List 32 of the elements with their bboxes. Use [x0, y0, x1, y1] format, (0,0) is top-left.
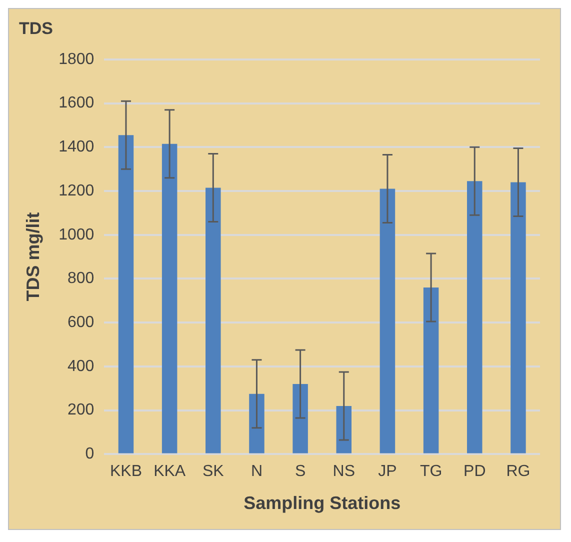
x-tick-label: SK	[202, 463, 224, 480]
bar	[162, 144, 178, 454]
x-axis-title: Sampling Stations	[244, 493, 401, 514]
bar	[249, 394, 264, 454]
x-tick-label: S	[294, 463, 306, 480]
chart-title: TDS	[19, 18, 53, 38]
y-tick-label: 400	[67, 358, 94, 375]
bar	[467, 181, 482, 454]
x-tick-label: JP	[378, 463, 397, 480]
y-tick-label: 1000	[58, 226, 94, 244]
y-tick-label: 1800	[58, 50, 94, 68]
bar	[510, 182, 526, 454]
y-tick-label: 800	[67, 270, 94, 288]
bar	[206, 188, 221, 454]
x-tick-label: TG	[420, 463, 442, 480]
x-tick-label: KKB	[110, 463, 142, 480]
y-tick-label: 1600	[58, 94, 94, 112]
x-tick-label: PD	[464, 463, 486, 480]
y-tick-label: 200	[67, 402, 94, 419]
x-tick-label: N	[250, 463, 263, 480]
x-tick-label: RG	[506, 463, 530, 480]
y-tick-label: 1400	[58, 138, 94, 156]
bar	[292, 384, 308, 454]
x-tick-label: KKA	[154, 463, 186, 480]
bar	[118, 135, 134, 454]
bar	[380, 188, 396, 454]
y-tick-label: 0	[85, 446, 94, 463]
y-axis-title: TDS mg/lit	[22, 212, 43, 302]
x-tick-label: NS	[332, 463, 356, 480]
bar	[423, 288, 439, 454]
y-tick-label: 1200	[58, 182, 94, 200]
y-tick-label: 600	[67, 314, 94, 332]
